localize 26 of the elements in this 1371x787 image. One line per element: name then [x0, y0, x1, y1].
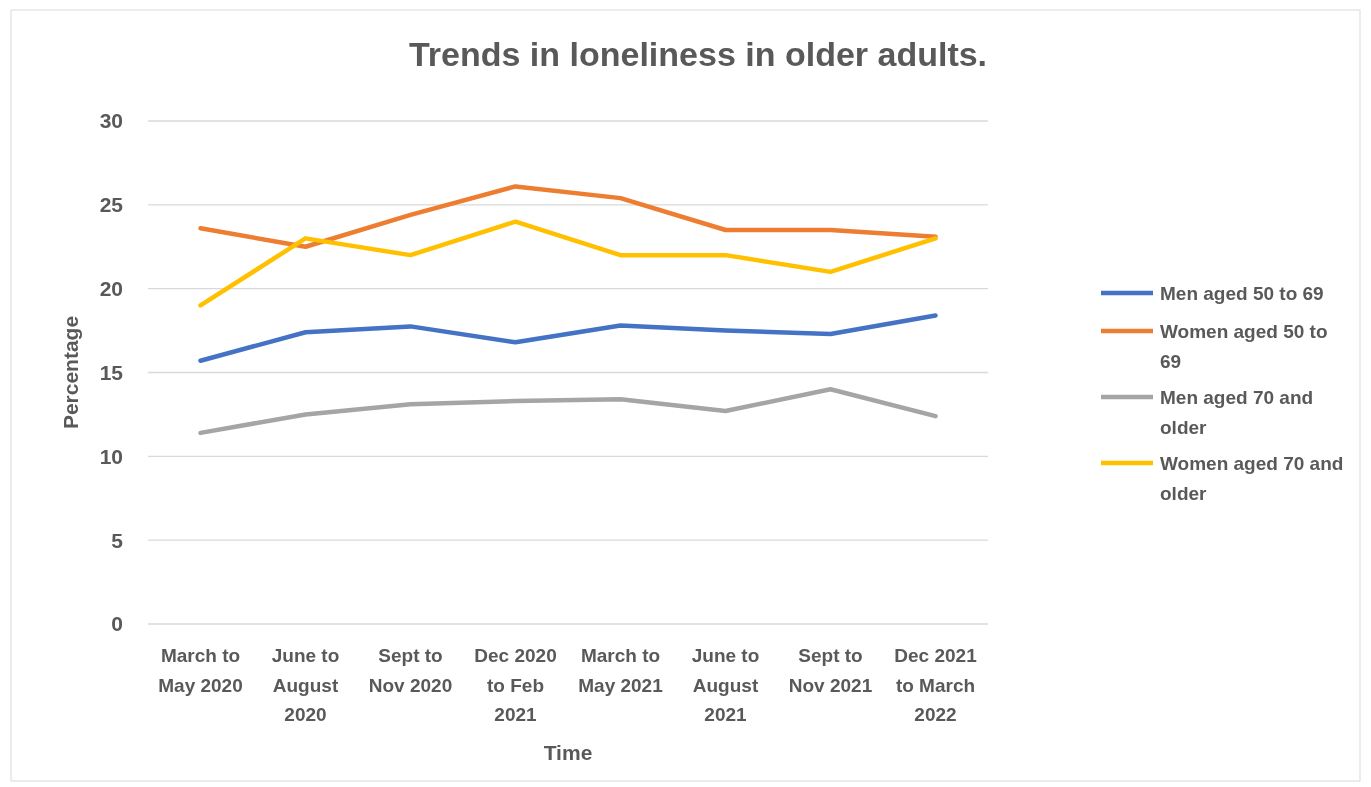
x-axis-title: Time [543, 741, 593, 764]
y-tick-label: 20 [99, 277, 123, 301]
x-tick-label: Sept to Nov 2021 [788, 645, 873, 696]
y-axis-title: Percentage [59, 315, 82, 430]
y-tick-label: 0 [111, 612, 123, 636]
line-series [198, 219, 938, 308]
y-tick-label: 30 [99, 109, 123, 133]
y-tick-label: 10 [99, 444, 123, 468]
y-tick-label: 15 [99, 360, 124, 384]
x-tick-label: Dec 2020 to Feb 2021 [474, 645, 557, 725]
legend-label: Women aged 70 and older [1160, 452, 1344, 504]
line-series [198, 387, 938, 436]
x-tick-label: June to August 2020 [271, 645, 340, 725]
line-series [198, 184, 938, 249]
y-tick-label: 5 [111, 528, 124, 552]
x-tick-label: June to August 2021 [691, 645, 760, 725]
x-tick-label: Sept to Nov 2020 [368, 645, 453, 696]
y-tick-label: 25 [99, 193, 124, 217]
x-tick-label: March to May 2021 [578, 645, 664, 696]
legend-label: Women aged 50 to 69 [1160, 320, 1328, 372]
legend-label: Men aged 50 to 69 [1160, 282, 1324, 304]
legend-label: Men aged 70 and older [1160, 386, 1314, 438]
chart-title: Trends in loneliness in older adults. [408, 35, 988, 73]
line-series [198, 313, 938, 364]
x-tick-label: March to May 2020 [158, 645, 243, 696]
x-tick-label: Dec 2021 to March 2022 [894, 645, 978, 725]
